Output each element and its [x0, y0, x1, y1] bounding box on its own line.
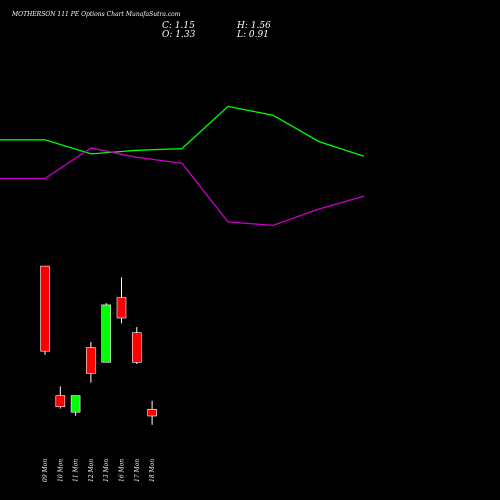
- x-tick-label: 18 Mon: [149, 459, 156, 482]
- x-tick-label: 13 Mon: [103, 459, 110, 482]
- indicator-line-2: [0, 147, 365, 227]
- x-tick-label: 16 Mon: [119, 459, 126, 482]
- x-tick-label: 09 Mon: [42, 459, 49, 482]
- candle-body: [55, 395, 66, 408]
- candle-body: [86, 347, 96, 374]
- candle-body: [147, 408, 157, 417]
- low-value: L: 0.91: [236, 30, 269, 40]
- open-value: O: 1.33: [162, 30, 196, 40]
- candle-body: [132, 332, 142, 363]
- x-tick-label: 11 Mon: [73, 459, 80, 482]
- candle-body: [101, 304, 111, 363]
- x-tick-label: 17 Mon: [134, 459, 141, 482]
- indicator-lines: [0, 105, 365, 227]
- candles-group: [40, 265, 157, 425]
- x-tick-label: 12 Mon: [88, 459, 95, 482]
- x-tick-labels: 09 Mon 10 Mon 11 Mon 12 Mon 13 Mon 16 Mon 17 M…: [42, 459, 156, 482]
- chart-title: MOTHERSON 111 PE Options Chart MunafaSut…: [11, 11, 181, 18]
- candle-body: [40, 265, 50, 352]
- candle-body: [70, 395, 81, 413]
- indicator-line-1: [0, 105, 365, 157]
- high-value: H: 1.56: [236, 21, 271, 31]
- candle-body: [116, 297, 127, 319]
- close-value: C: 1.15: [162, 21, 195, 31]
- x-tick-label: 10 Mon: [57, 459, 64, 482]
